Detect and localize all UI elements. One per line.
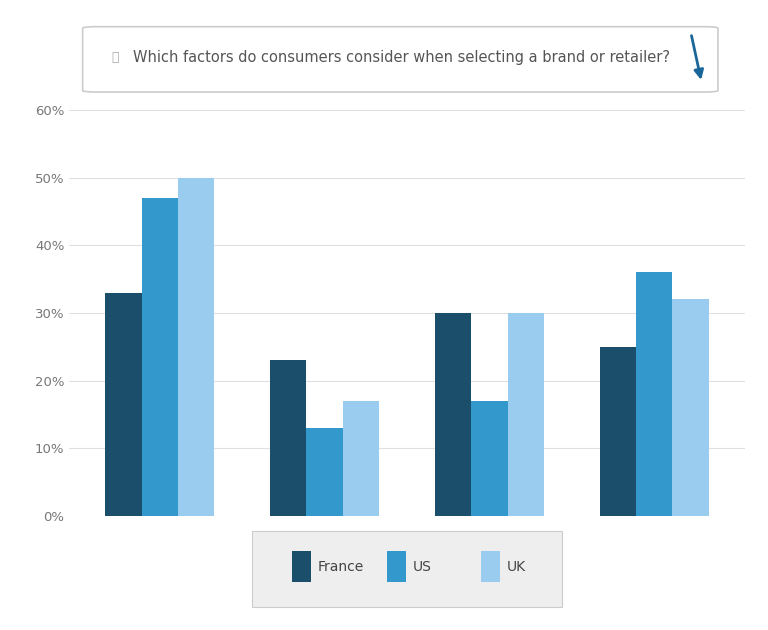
- Bar: [508, 313, 544, 515]
- FancyBboxPatch shape: [387, 551, 406, 581]
- Bar: [270, 360, 306, 515]
- Bar: [178, 178, 214, 515]
- Bar: [343, 401, 379, 515]
- Text: France: France: [318, 559, 364, 573]
- FancyBboxPatch shape: [83, 26, 718, 92]
- FancyBboxPatch shape: [292, 551, 311, 581]
- Text: US: US: [412, 559, 432, 573]
- Bar: [435, 313, 472, 515]
- Bar: [141, 198, 178, 515]
- Bar: [472, 401, 508, 515]
- Bar: [105, 293, 141, 515]
- FancyBboxPatch shape: [252, 531, 562, 607]
- Text: 🔍: 🔍: [111, 51, 119, 64]
- Bar: [673, 299, 709, 515]
- Bar: [600, 346, 636, 515]
- Bar: [636, 272, 673, 515]
- Text: Which factors do consumers consider when selecting a brand or retailer?: Which factors do consumers consider when…: [134, 50, 670, 66]
- FancyBboxPatch shape: [482, 551, 500, 581]
- Bar: [306, 428, 343, 515]
- Text: UK: UK: [507, 559, 526, 573]
